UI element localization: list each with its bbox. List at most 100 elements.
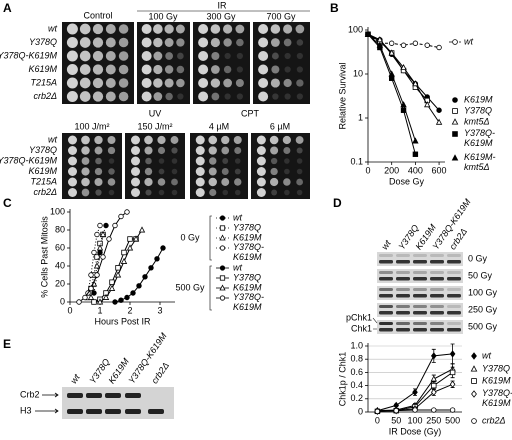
- colony-spot: [79, 91, 91, 102]
- colony-spot: [198, 78, 209, 88]
- row-label: Y378Q: [29, 145, 57, 155]
- band: [379, 328, 393, 332]
- band: [396, 288, 410, 291]
- y-tick-label: 1.0: [350, 340, 363, 350]
- colony-spot: [222, 158, 229, 164]
- colony-spot: [271, 189, 278, 196]
- colony-spot: [92, 91, 104, 102]
- legend-marker: [451, 118, 459, 125]
- colony-spot: [234, 158, 241, 164]
- colony-spot: [157, 135, 166, 145]
- colony-spot: [233, 136, 242, 144]
- legend-marker: [471, 378, 477, 384]
- colony-spot: [296, 147, 303, 154]
- header: IR: [218, 0, 228, 10]
- legend-marker: [219, 284, 226, 291]
- colony-spot: [258, 64, 269, 75]
- series-line: [93, 225, 107, 294]
- band: [447, 277, 461, 281]
- colony-spot: [105, 64, 116, 75]
- band: [430, 277, 444, 281]
- colony-spot: [258, 24, 269, 34]
- colony-spot: [177, 93, 184, 100]
- data-point: [82, 294, 88, 301]
- colony-spot: [153, 78, 163, 88]
- y-tick-label: 0: [60, 296, 65, 306]
- colony-spot: [296, 66, 303, 73]
- legend-marker: [219, 245, 226, 251]
- colony-spot: [198, 64, 209, 75]
- colony-spot: [118, 51, 129, 61]
- data-point: [114, 271, 122, 278]
- column-label: crb2Δ: [149, 360, 171, 385]
- header: UV: [149, 108, 162, 118]
- data-point: [374, 408, 381, 415]
- panel-label: B: [330, 1, 339, 15]
- colony-spot: [94, 146, 103, 155]
- legend-marker: [219, 295, 226, 301]
- colony-spot: [81, 167, 90, 176]
- colony-spot: [283, 178, 291, 186]
- panel-label: D: [333, 196, 342, 210]
- colony-spot: [284, 93, 291, 100]
- band: [430, 328, 444, 332]
- y-axis-label: Relative Survival: [337, 62, 347, 129]
- x-tick-label: 400: [408, 165, 423, 175]
- arrow: [35, 408, 59, 414]
- data-point: [136, 283, 142, 289]
- band: [105, 393, 121, 398]
- colony-spot: [270, 157, 278, 165]
- data-point: [160, 245, 166, 251]
- colony-spot: [258, 51, 269, 61]
- colony-spot: [141, 37, 152, 48]
- data-point: [400, 42, 407, 48]
- data-point: [94, 272, 100, 278]
- colony-spot: [271, 65, 280, 74]
- data-point: [449, 350, 456, 358]
- x-tick-label: 200: [384, 165, 399, 175]
- colony-spot: [79, 64, 91, 75]
- colony-spot: [235, 24, 245, 34]
- colony-spot: [153, 24, 163, 34]
- band: [447, 254, 461, 257]
- data-point: [76, 299, 82, 305]
- colony-spot: [210, 37, 220, 48]
- row-label: Y378Q: [29, 37, 57, 47]
- colony-spot: [223, 24, 233, 34]
- legend-label: crb2Δ: [482, 415, 506, 425]
- row-label: K619M: [28, 166, 57, 176]
- band: [447, 305, 461, 308]
- band: [447, 322, 461, 325]
- data-point: [449, 380, 456, 388]
- colony-spot: [258, 78, 269, 88]
- colony-spot: [224, 93, 231, 100]
- colony-spot: [211, 51, 220, 61]
- row-label: Crb2: [20, 389, 40, 399]
- band: [430, 294, 444, 298]
- band: [396, 322, 410, 325]
- colony-spot: [66, 77, 78, 89]
- colony-spot: [222, 189, 229, 196]
- band-label: Chk1: [351, 323, 372, 333]
- colony-spot: [284, 158, 290, 164]
- colony-spot: [236, 38, 244, 47]
- band: [447, 311, 461, 315]
- data-point: [108, 284, 116, 291]
- data-point: [430, 375, 437, 382]
- colony-spot: [256, 146, 266, 155]
- data-point: [412, 137, 419, 144]
- x-tick-label: 1: [97, 305, 102, 315]
- legend-marker: [219, 215, 226, 221]
- colony-spot: [223, 78, 232, 88]
- colony-spot: [153, 64, 163, 75]
- colony-spot: [223, 38, 232, 47]
- row-label: Y378Q-K619M: [0, 155, 57, 165]
- colony-spot: [176, 78, 185, 88]
- colony-spot: [131, 156, 140, 166]
- colony-spot: [145, 157, 152, 165]
- colony-spot: [283, 38, 292, 47]
- arrow: [42, 392, 59, 398]
- band: [396, 294, 410, 298]
- colony-spot: [283, 24, 293, 34]
- header: Control: [83, 10, 112, 20]
